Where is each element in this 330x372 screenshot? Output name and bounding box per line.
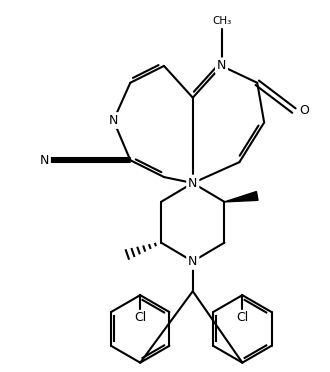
Text: N: N bbox=[109, 114, 118, 127]
Polygon shape bbox=[224, 192, 258, 202]
Text: N: N bbox=[188, 177, 197, 189]
Text: N: N bbox=[217, 60, 226, 73]
Text: O: O bbox=[299, 104, 309, 117]
Text: CH₃: CH₃ bbox=[212, 16, 231, 26]
Text: N: N bbox=[188, 255, 197, 268]
Text: Cl: Cl bbox=[134, 311, 146, 324]
Text: Cl: Cl bbox=[236, 311, 248, 324]
Text: N: N bbox=[40, 154, 49, 167]
